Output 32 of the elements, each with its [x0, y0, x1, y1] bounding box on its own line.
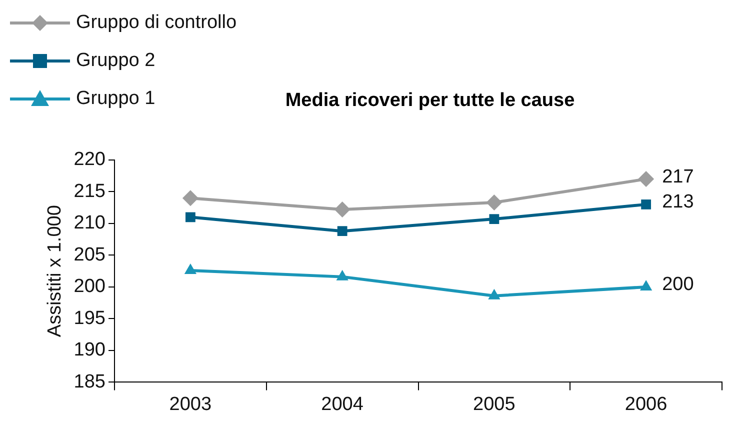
x-tick-label: 2003	[169, 394, 212, 415]
point	[486, 194, 502, 211]
y-tick-label: 200	[74, 276, 106, 298]
y-tick-label: 185	[74, 371, 106, 392]
y-tick-label: 210	[74, 212, 106, 234]
y-tick-label: 195	[74, 308, 106, 329]
point	[182, 190, 198, 206]
y-tick-label: 190	[74, 340, 106, 361]
point	[488, 288, 500, 300]
point	[640, 280, 652, 290]
y-axis-title: Assistiti x 1.000	[44, 205, 66, 338]
point	[184, 263, 196, 274]
y-tick-label: 220	[74, 149, 106, 170]
point	[641, 199, 652, 210]
point	[185, 212, 196, 222]
x-tick-label: 2006	[624, 394, 668, 415]
x-tick-label: 2005	[473, 394, 516, 415]
data-label: 217	[662, 166, 694, 188]
point	[336, 270, 348, 280]
point	[638, 171, 654, 188]
chart-title: Media ricoveri per tutte le cause	[284, 90, 576, 112]
y-tick-label: 215	[74, 180, 106, 202]
legend-label: Gruppo di controllo	[76, 12, 237, 34]
legend-label: Gruppo 2	[76, 50, 156, 72]
legend-label: Gruppo 1	[76, 88, 156, 110]
point	[489, 214, 500, 224]
point	[337, 226, 348, 236]
y-tick-label: 205	[74, 244, 106, 266]
data-label: 213	[662, 192, 694, 213]
point	[334, 202, 350, 218]
x-tick-label: 2004	[321, 394, 364, 415]
data-label: 200	[662, 274, 694, 296]
